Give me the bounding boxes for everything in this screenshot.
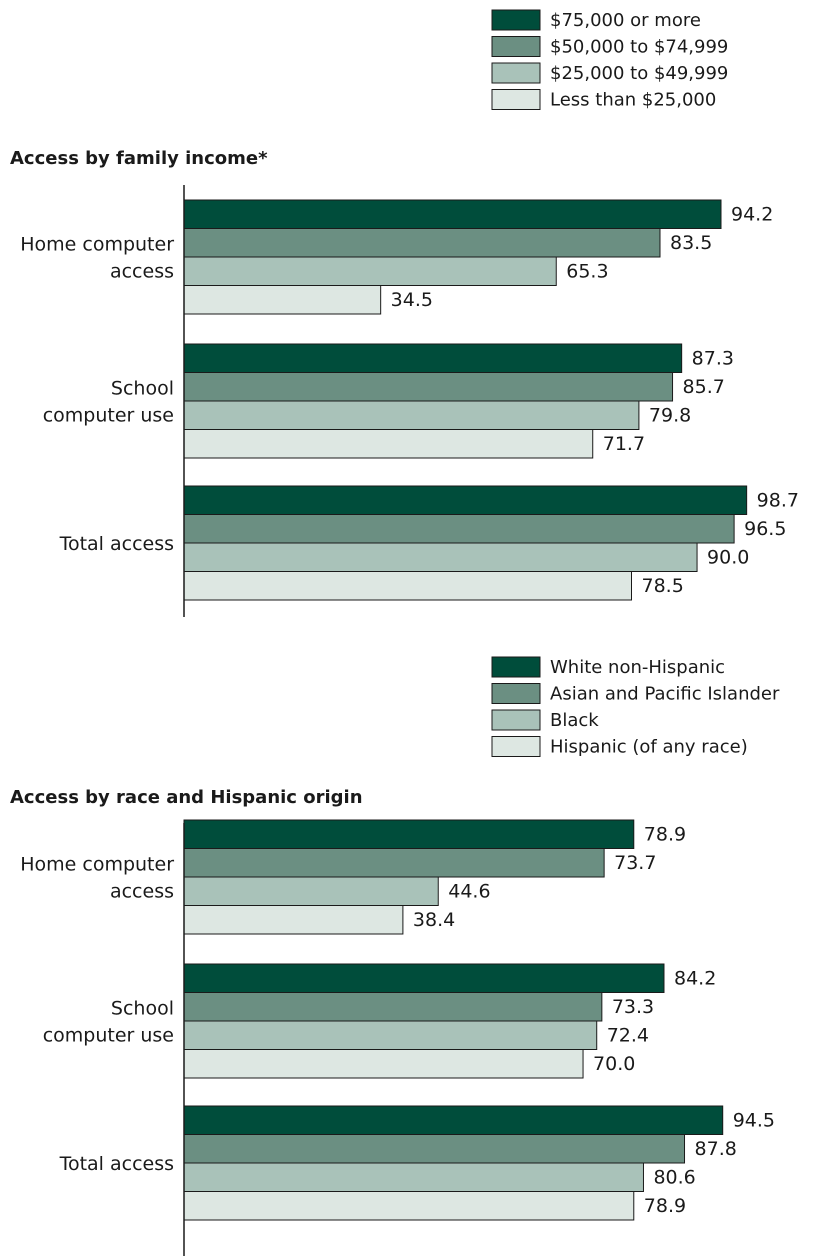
bar (183, 848, 605, 878)
legend-swatch-3 (491, 62, 541, 84)
bar (183, 485, 748, 515)
category-group-2: 87.3 85.7 79.871.7 School computer use (43, 343, 734, 459)
legend: White non-Hispanic Asian and Pacific Isla… (491, 656, 780, 758)
legend-label-4: Hispanic (of any race) (550, 737, 748, 758)
chart-title: Access by family income* (10, 148, 268, 169)
bar (183, 876, 439, 906)
value-label: 90.0 (707, 547, 749, 569)
legend-swatch-2 (491, 683, 541, 704)
value-label: 73.3 (612, 996, 654, 1018)
value-label: 98.7 (757, 490, 799, 512)
category-label: Home computer (20, 234, 174, 256)
category-label: Total access (59, 533, 174, 555)
category-label: Total access (59, 1153, 174, 1175)
legend-label-1: White non-Hispanic (550, 657, 725, 678)
category-label: School (111, 378, 174, 400)
value-label: 83.5 (670, 232, 712, 254)
value-label: 87.3 (692, 348, 734, 370)
category-group-3: 94.5 87.880.6 78.9 Total access (59, 1105, 775, 1221)
bar (183, 285, 382, 315)
chart-panel-1: $75,000 or more $50,000 to $74,999 $25,000… (10, 9, 799, 617)
legend-label-4: Less than $25,000 (550, 90, 716, 111)
legend-swatch-4 (491, 736, 541, 757)
chart-title: Access by race and Hispanic origin (10, 787, 363, 808)
chart-panel-2: White non-Hispanic Asian and Pacific Isla… (10, 656, 780, 1256)
category-group-1: 94.2 83.5 65.3 34.5 Home computer access (20, 199, 773, 315)
bar (183, 228, 661, 258)
legend-swatch-1 (491, 656, 541, 678)
value-label: 38.4 (413, 909, 455, 931)
bar (183, 992, 603, 1022)
value-label: 78.5 (642, 575, 684, 597)
bar (183, 1191, 635, 1221)
value-label: 71.7 (603, 433, 645, 455)
legend-label-2: Asian and Pacific Islander (550, 684, 780, 705)
legend-swatch-4 (491, 89, 541, 110)
category-group-1: 78.9 73.7 44.6 38.4 Home computer access (20, 819, 686, 935)
bar (183, 1049, 584, 1079)
bar (183, 514, 735, 544)
bar (183, 1162, 644, 1192)
bar (183, 819, 635, 849)
legend-label-1: $75,000 or more (550, 10, 701, 31)
value-label: 85.7 (683, 376, 725, 398)
value-label: 84.2 (674, 968, 716, 990)
value-label: 79.8 (649, 405, 691, 427)
value-label: 78.9 (644, 824, 686, 846)
bar (183, 1020, 598, 1050)
value-label: 65.3 (566, 261, 608, 283)
value-label: 87.8 (695, 1138, 737, 1160)
value-label: 44.6 (448, 881, 490, 903)
value-label: 70.0 (593, 1053, 635, 1075)
value-label: 34.5 (391, 289, 433, 311)
legend-swatch-2 (491, 36, 541, 57)
bar (183, 343, 683, 373)
category-label: access (110, 261, 174, 283)
bar (183, 199, 722, 229)
bar (183, 905, 404, 935)
category-label: computer use (43, 405, 174, 427)
value-label: 80.6 (653, 1167, 695, 1189)
legend: $75,000 or more $50,000 to $74,999 $25,000… (491, 9, 728, 111)
category-label: computer use (43, 1025, 174, 1047)
value-label: 72.4 (607, 1025, 649, 1047)
value-label: 73.7 (614, 852, 656, 874)
legend-label-3: $25,000 to $49,999 (550, 63, 728, 84)
category-group-2: 84.2 73.3 72.4 70.0 School computer use (43, 963, 716, 1079)
value-label: 94.2 (731, 204, 773, 226)
bar (183, 1105, 724, 1135)
category-group-3: 98.7 96.5 90.0 78.5 Total access (59, 485, 799, 601)
bar (183, 256, 557, 286)
category-label: Home computer (20, 854, 174, 876)
bar (183, 571, 632, 601)
bar (183, 1134, 686, 1164)
bar (183, 429, 594, 459)
bar (183, 963, 665, 993)
value-label: 78.9 (644, 1195, 686, 1217)
legend-swatch-1 (491, 9, 541, 31)
value-label: 96.5 (744, 518, 786, 540)
bar (183, 372, 674, 402)
legend-swatch-3 (491, 709, 541, 731)
bar (183, 542, 698, 572)
value-label: 94.5 (733, 1110, 775, 1132)
legend-label-2: $50,000 to $74,999 (550, 37, 728, 58)
bar (183, 400, 640, 430)
legend-label-3: Black (550, 710, 599, 731)
category-label: access (110, 881, 174, 903)
category-label: School (111, 998, 174, 1020)
